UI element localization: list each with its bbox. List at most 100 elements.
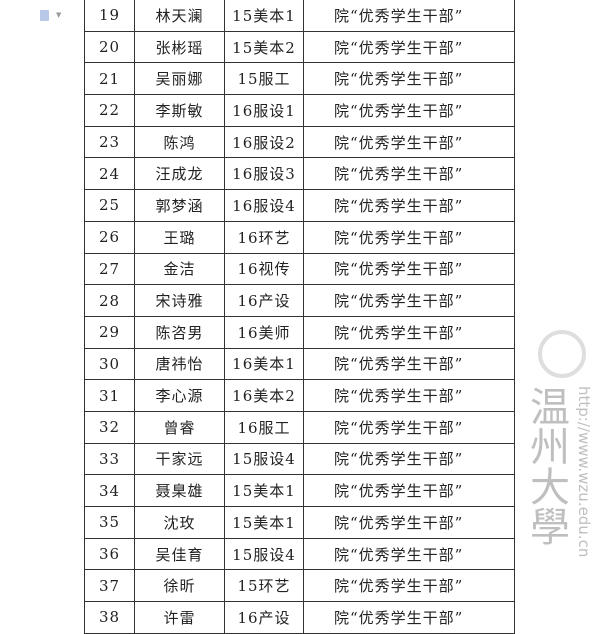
row-number-cell: 36 [84,537,135,571]
award-title: 院“优秀学生干部” [334,228,464,247]
student-name-cell: 王璐 [134,220,225,254]
row-number: 24 [98,164,121,183]
table-row: 20 张彬瑶 15美本2 院“优秀学生干部” [84,30,515,64]
row-number-cell: 23 [84,125,135,159]
award-title-cell: 院“优秀学生干部” [303,0,515,32]
student-name: 林天澜 [155,6,204,25]
award-title-cell: 院“优秀学生干部” [303,601,515,634]
university-seal-icon [538,330,586,378]
class-name-cell: 15服设4 [224,442,304,476]
award-title: 院“优秀学生干部” [334,577,464,596]
table-row: 31 李心源 16美本2 院“优秀学生干部” [84,379,515,412]
award-title: 院“优秀学生干部” [334,101,464,120]
class-name: 15环艺 [237,577,291,596]
award-title-cell: 院“优秀学生干部” [303,506,515,539]
row-number: 38 [98,608,121,627]
class-name: 16美本2 [232,387,296,406]
class-name-cell: 15美本2 [224,30,304,64]
class-name-cell: 16服设3 [224,157,304,191]
table-row: 34 聂臬雄 15美本1 院“优秀学生干部” [84,474,515,507]
class-name: 16视传 [237,260,291,279]
award-title: 院“优秀学生干部” [334,545,464,564]
award-title: 院“优秀学生干部” [334,6,464,25]
student-name-cell: 宋诗雅 [134,284,225,317]
student-name-cell: 曾睿 [134,410,225,444]
student-name: 曾睿 [163,418,196,437]
student-name-cell: 李心源 [134,379,225,412]
row-number-cell: 19 [84,0,135,32]
class-name: 15服设4 [232,450,296,469]
class-name-cell: 16服工 [224,410,304,444]
row-number: 30 [98,354,121,373]
student-name: 李斯敏 [155,101,204,120]
class-name: 15服设4 [232,545,296,564]
award-title-cell: 院“优秀学生干部” [303,189,515,222]
student-name: 金洁 [163,260,196,279]
table-row: 32 曾睿 16服工 院“优秀学生干部” [84,410,515,444]
row-number: 22 [98,101,121,120]
class-name-cell: 15美本1 [224,474,304,507]
table-row: 23 陈鸿 16服设2 院“优秀学生干部” [84,125,515,159]
row-number-cell: 32 [84,410,135,444]
class-name-cell: 16视传 [224,252,304,286]
student-name: 王璐 [163,228,196,247]
award-title-cell: 院“优秀学生干部” [303,410,515,444]
student-name: 郭梦涵 [155,196,204,215]
watermark-name: 温州大學 [523,386,569,546]
class-name: 16服设2 [232,133,296,152]
student-name-cell: 沈玫 [134,506,225,539]
table-row: 28 宋诗雅 16产设 院“优秀学生干部” [84,284,515,317]
class-name-cell: 15服设4 [224,537,304,571]
award-title-cell: 院“优秀学生干部” [303,220,515,254]
row-number: 36 [98,545,121,564]
award-title-cell: 院“优秀学生干部” [303,284,515,317]
row-number: 32 [98,418,121,437]
row-number-cell: 38 [84,601,135,634]
document-icon[interactable] [40,10,49,21]
award-title-cell: 院“优秀学生干部” [303,157,515,191]
row-number-cell: 29 [84,315,135,349]
award-title-cell: 院“优秀学生干部” [303,442,515,476]
award-title: 院“优秀学生干部” [334,513,464,532]
award-title: 院“优秀学生干部” [334,450,464,469]
award-title-cell: 院“优秀学生干部” [303,125,515,159]
class-name: 15服工 [237,70,291,89]
award-title: 院“优秀学生干部” [334,70,464,89]
class-name: 16美师 [237,323,291,342]
class-name-cell: 16美本2 [224,379,304,412]
chevron-down-icon[interactable]: ▼ [56,11,62,19]
table-row: 19 林天澜 15美本1 院“优秀学生干部” [84,0,515,32]
award-title: 院“优秀学生干部” [334,418,464,437]
row-number: 29 [98,323,121,342]
row-number: 33 [98,449,121,468]
row-number-cell: 28 [84,284,135,317]
row-number: 31 [98,386,121,405]
student-name: 干家远 [155,450,204,469]
row-number-cell: 25 [84,189,135,222]
table-row: 30 唐祎怡 16美本1 院“优秀学生干部” [84,347,515,381]
table-row: 33 干家远 15服设4 院“优秀学生干部” [84,442,515,476]
student-name: 唐祎怡 [155,355,204,374]
class-name-cell: 15服工 [224,62,304,96]
table-row: 38 许雷 16产设 院“优秀学生干部” [84,601,515,634]
award-title-cell: 院“优秀学生干部” [303,62,515,96]
table-row: 27 金洁 16视传 院“优秀学生干部” [84,252,515,286]
row-number-cell: 27 [84,252,135,286]
class-name: 16服设1 [232,101,296,120]
class-name: 16产设 [237,608,291,627]
student-name-cell: 陈鸿 [134,125,225,159]
student-name-cell: 唐祎怡 [134,347,225,381]
class-name-cell: 16美本1 [224,347,304,381]
award-title: 院“优秀学生干部” [334,133,464,152]
student-name-cell: 干家远 [134,442,225,476]
class-name: 15美本2 [232,38,296,57]
class-name: 15美本1 [232,513,296,532]
watermark: 温州大學 http://www.wzu.edu.cn [523,330,600,630]
student-name-cell: 陈咨男 [134,315,225,349]
student-name-cell: 吴佳育 [134,537,225,571]
row-number-cell: 34 [84,474,135,507]
class-name-cell: 16美师 [224,315,304,349]
award-title: 院“优秀学生干部” [334,165,464,184]
student-name-cell: 金洁 [134,252,225,286]
row-number: 23 [98,133,121,152]
